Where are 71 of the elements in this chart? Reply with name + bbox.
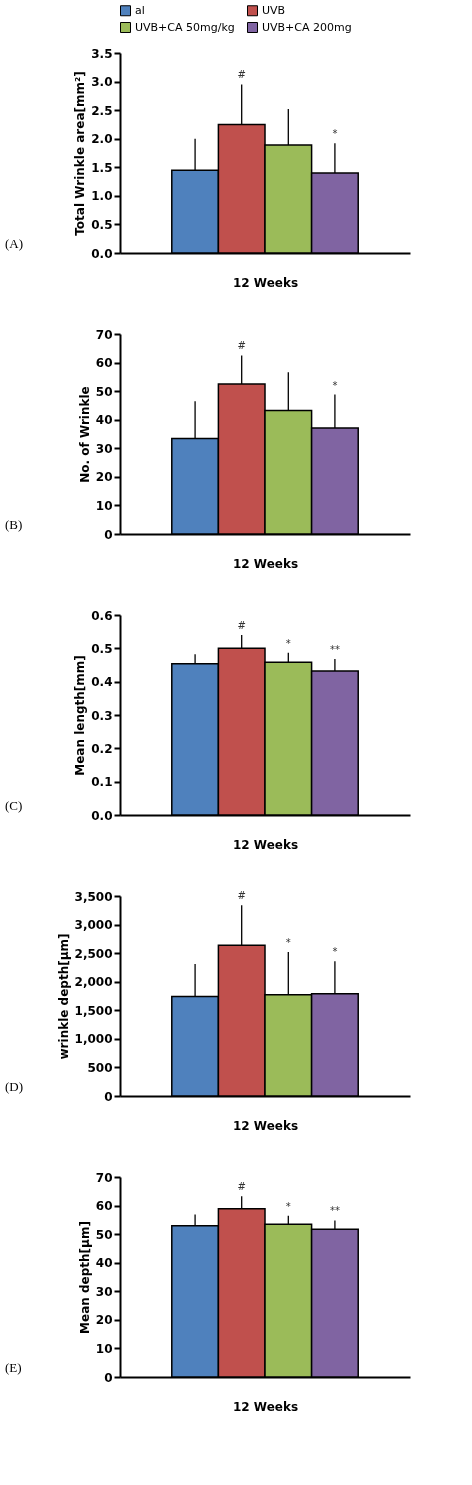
- y-tick-label: 1.5: [91, 160, 113, 175]
- y-tick-label: 0.1: [91, 775, 113, 790]
- y-tick-label: 70: [95, 327, 113, 342]
- annotation: **: [329, 644, 340, 655]
- y-tick-label: 2,000: [74, 975, 113, 990]
- y-tick-label: 0.6: [91, 608, 113, 623]
- y-tick-label: 0.0: [91, 246, 113, 261]
- annotation: #: [237, 340, 246, 352]
- x-axis-title: 12 Weeks: [232, 275, 299, 290]
- text: (E): [5, 1360, 22, 1375]
- y-tick-label: 500: [87, 1060, 113, 1075]
- annotation: #: [237, 69, 246, 81]
- y-axis-title: Mean length[mm]: [73, 655, 88, 776]
- y-tick-label: 0.3: [91, 708, 113, 723]
- y-tick-label: 10: [95, 498, 113, 513]
- annotation: **: [329, 1205, 340, 1217]
- y-tick-label: 0: [104, 1089, 113, 1104]
- y-tick-label: 0.2: [91, 741, 113, 756]
- y-tick-label: 40: [95, 413, 113, 428]
- x-axis-title: 12 Weeks: [232, 1399, 299, 1414]
- y-tick-label: 30: [95, 441, 113, 456]
- y-tick-label: 1.0: [91, 189, 113, 204]
- y-axis-title: wrinkle depth[μm]: [56, 933, 71, 1060]
- legend-label: UVB: [262, 3, 286, 17]
- y-tick-label: 50: [95, 384, 113, 399]
- y-tick-label: 3.5: [91, 46, 113, 61]
- y-tick-label: 1,500: [74, 1003, 113, 1018]
- y-axis-title: No. of Wrinkle: [77, 386, 92, 483]
- y-tick-label: 1,000: [74, 1032, 113, 1047]
- y-tick-label: 0: [104, 527, 113, 542]
- text: (D): [5, 1079, 24, 1094]
- legend-label: UVB+CA 50mg/kg: [135, 20, 235, 34]
- y-tick-label: 70: [95, 1170, 113, 1185]
- legend-label: al: [135, 3, 145, 17]
- annotation: #: [237, 890, 246, 902]
- annotation: #: [237, 620, 246, 631]
- y-axis-title: Mean depth[μm]: [77, 1221, 92, 1334]
- y-tick-label: 0.4: [91, 675, 113, 690]
- x-axis-title: 12 Weeks: [232, 556, 299, 571]
- y-tick-label: 0.5: [91, 217, 113, 232]
- y-tick-label: 0: [104, 1370, 113, 1385]
- y-tick-label: 20: [95, 1313, 113, 1328]
- y-tick-label: 20: [95, 470, 113, 485]
- annotation: *: [285, 637, 291, 649]
- x-axis-title: 12 Weeks: [232, 837, 299, 852]
- y-tick-label: 0.0: [91, 808, 113, 823]
- annotation: *: [285, 937, 291, 948]
- legend-label: UVB+CA 200mg: [262, 20, 352, 34]
- x-axis-title: 12 Weeks: [232, 1118, 299, 1133]
- text: (C): [5, 798, 23, 813]
- y-tick-label: 2.0: [91, 132, 113, 147]
- y-tick-label: 50: [95, 1227, 113, 1242]
- annotation: #: [237, 1181, 246, 1193]
- y-tick-label: 2.5: [91, 103, 113, 118]
- y-tick-label: 40: [95, 1256, 113, 1271]
- annotation: *: [332, 128, 338, 140]
- text: (B): [5, 517, 23, 532]
- annotation: *: [285, 1200, 291, 1212]
- y-tick-label: 3.0: [91, 75, 113, 90]
- annotation: *: [332, 946, 338, 958]
- y-tick-label: 30: [95, 1284, 113, 1299]
- y-axis-title: Total Wrinkle area[mm²]: [73, 71, 88, 236]
- text: (A): [5, 236, 24, 251]
- y-tick-label: 60: [95, 356, 113, 371]
- y-tick-label: 10: [95, 1341, 113, 1356]
- y-tick-label: 3,000: [74, 918, 113, 933]
- y-tick-label: 0.5: [91, 641, 113, 656]
- y-tick-label: 3,500: [74, 889, 113, 904]
- y-tick-label: 2,500: [74, 946, 113, 961]
- annotation: *: [332, 379, 338, 391]
- y-tick-label: 60: [95, 1199, 113, 1214]
